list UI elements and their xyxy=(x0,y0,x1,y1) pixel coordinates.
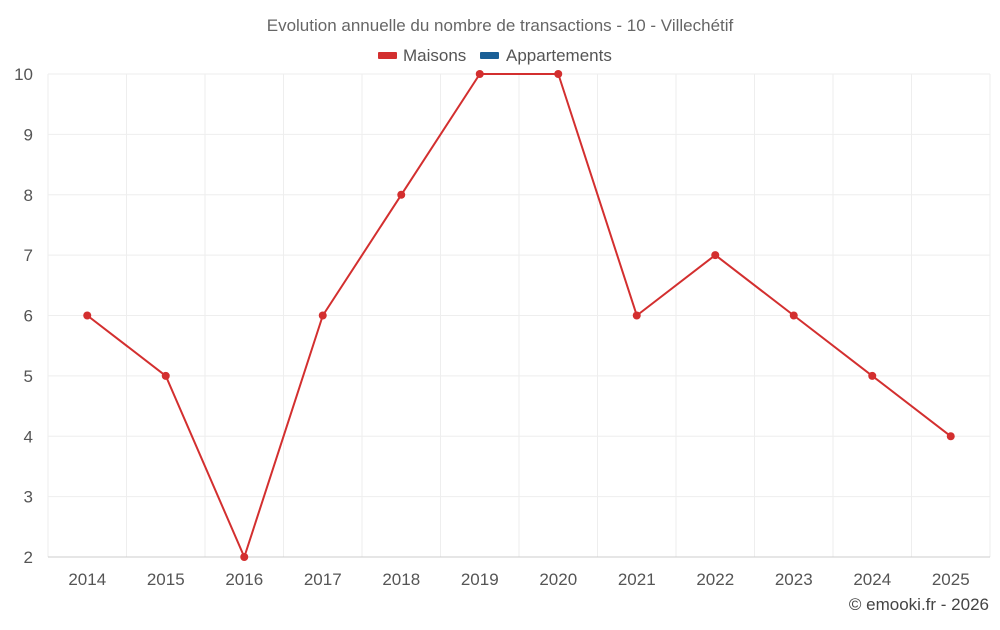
series-layer xyxy=(83,70,955,561)
y-tick-label: 6 xyxy=(24,307,33,326)
x-tick-label: 2019 xyxy=(461,570,499,589)
data-point-maisons[interactable] xyxy=(397,190,406,199)
legend-swatch-appartements xyxy=(480,52,499,59)
data-point-maisons[interactable] xyxy=(318,311,327,320)
x-tick-label: 2020 xyxy=(539,570,577,589)
y-tick-label: 5 xyxy=(24,367,33,386)
x-tick-label: 2023 xyxy=(775,570,813,589)
legend: Maisons Appartements xyxy=(378,46,612,65)
chart-title: Evolution annuelle du nombre de transact… xyxy=(267,16,734,35)
y-tick-label: 10 xyxy=(14,65,33,84)
x-tick-label: 2016 xyxy=(225,570,263,589)
data-point-maisons[interactable] xyxy=(554,70,563,78)
x-gridlines xyxy=(47,74,991,557)
y-tick-label: 4 xyxy=(24,427,33,446)
x-tick-label: 2015 xyxy=(147,570,185,589)
y-tick-label: 8 xyxy=(24,186,33,205)
data-point-maisons[interactable] xyxy=(868,371,877,380)
x-tick-label: 2014 xyxy=(68,570,106,589)
data-point-maisons[interactable] xyxy=(161,371,170,380)
series-line-maisons xyxy=(86,73,952,558)
x-tick-label: 2018 xyxy=(382,570,420,589)
data-point-maisons[interactable] xyxy=(240,553,249,561)
y-tick-labels: 2 3 4 5 6 7 8 9 10 xyxy=(14,65,33,567)
legend-item-appartements[interactable]: Appartements xyxy=(480,46,612,65)
x-tick-label: 2017 xyxy=(304,570,342,589)
x-tick-label: 2024 xyxy=(853,570,891,589)
x-tick-label: 2021 xyxy=(618,570,656,589)
y-tick-label: 7 xyxy=(24,246,33,265)
legend-swatch-maisons xyxy=(378,52,397,59)
credit-text: © emooki.fr - 2026 xyxy=(849,595,989,614)
data-point-maisons[interactable] xyxy=(632,311,641,320)
legend-item-maisons[interactable]: Maisons xyxy=(378,46,466,65)
data-point-maisons[interactable] xyxy=(946,432,955,441)
x-tick-labels: 2014 2015 2016 2017 2018 2019 2020 2021 2022 2023… xyxy=(68,570,969,589)
data-point-maisons[interactable] xyxy=(789,311,798,320)
y-tick-label: 3 xyxy=(24,488,33,507)
data-point-maisons[interactable] xyxy=(711,251,720,260)
y-tick-label: 9 xyxy=(24,125,33,144)
y-tick-label: 2 xyxy=(24,548,33,567)
x-tick-label: 2022 xyxy=(696,570,734,589)
x-tick-label: 2025 xyxy=(932,570,970,589)
legend-label-appartements: Appartements xyxy=(506,46,612,65)
legend-label-maisons: Maisons xyxy=(403,46,466,65)
data-point-maisons[interactable] xyxy=(475,70,484,78)
data-point-maisons[interactable] xyxy=(83,311,92,320)
